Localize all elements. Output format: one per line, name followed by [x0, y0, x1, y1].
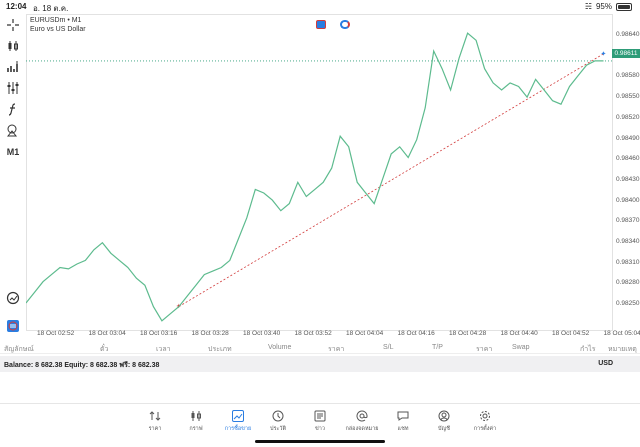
- y-tick-label: 0.98400: [616, 196, 640, 204]
- y-tick-label: 0.98580: [616, 72, 640, 80]
- status-date: อ. 18 ต.ค.: [33, 4, 69, 13]
- col-swap: Swap: [512, 344, 530, 351]
- market-depth-icon[interactable]: [340, 20, 350, 29]
- x-tick-label: 18 Oct 03:52: [294, 330, 332, 337]
- col-type: ประเภท: [208, 346, 232, 353]
- home-indicator: [255, 440, 385, 443]
- timeframe-m1-button[interactable]: M1: [6, 147, 20, 157]
- arrows-updown-icon: [149, 411, 161, 421]
- bottom-tab-bar: ราคา กราฟ การซื้อขาย ประวัติ ข่าว กล่องจ…: [0, 403, 640, 447]
- tab-label: แชท: [397, 426, 409, 432]
- tab-label: กล่องจดหมาย: [345, 426, 379, 432]
- col-ticket: ตั๋ว: [100, 346, 109, 353]
- status-bar: 12:04 อ. 18 ต.ค. ☵ 95%: [0, 0, 640, 14]
- y-tick-label: 0.98310: [616, 258, 640, 266]
- col-profit: กำไร: [580, 346, 596, 353]
- settings-sliders-icon[interactable]: [4, 79, 22, 97]
- y-tick-label: 0.98340: [616, 238, 640, 245]
- y-tick-label: 0.98430: [616, 175, 640, 183]
- x-tick-label: 18 Oct 03:16: [140, 330, 178, 337]
- battery-icon: [616, 2, 632, 11]
- x-tick-label: 18 Oct 02:52: [37, 330, 75, 337]
- tab-mailbox[interactable]: กล่องจดหมาย: [342, 410, 382, 433]
- trade-toggle-icon[interactable]: [4, 317, 22, 335]
- news-icon: [314, 410, 326, 422]
- y-tick-label: 0.98490: [616, 134, 640, 142]
- current-price-tag: 0.98611: [612, 49, 640, 58]
- x-tick-label: 18 Oct 04:28: [449, 330, 487, 337]
- tab-label: ราคา: [148, 426, 162, 432]
- chart-toolbar: M1: [0, 14, 26, 341]
- tab-history[interactable]: ประวัติ: [258, 410, 298, 433]
- candlestick-type-icon[interactable]: [4, 37, 22, 55]
- tab-label: บัญชี: [438, 426, 450, 432]
- y-tick-label: 0.98550: [616, 93, 640, 101]
- wifi-icon: ☵: [584, 2, 592, 11]
- history-icon: [272, 410, 284, 422]
- x-tick-label: 18 Oct 03:40: [243, 330, 281, 337]
- tab-settings[interactable]: การตั้งค่า: [465, 410, 505, 433]
- x-tick-label: 18 Oct 03:04: [88, 330, 126, 337]
- objects-icon[interactable]: [4, 121, 22, 139]
- plot-frame: [26, 14, 613, 331]
- tab-label: การซื้อขาย: [224, 426, 252, 432]
- function-icon[interactable]: [4, 100, 22, 118]
- balance-text: Balance: 8 682.38 Equity: 8 682.38 ฟรี: …: [4, 362, 160, 369]
- y-tick-label: 0.98460: [616, 155, 640, 163]
- col-time: เวลา: [156, 346, 171, 353]
- price-series-line: [26, 32, 604, 322]
- col-volume: Volume: [268, 344, 292, 351]
- chart-top-badges: [316, 20, 350, 29]
- symbol-info: EURUSDm • M1 Euro vs US Dollar: [30, 16, 86, 34]
- y-tick-label: 0.98250: [616, 300, 640, 308]
- symbol-description: Euro vs US Dollar: [30, 26, 86, 33]
- tab-label: กราฟ: [189, 426, 203, 432]
- tab-label: การตั้งค่า: [473, 426, 497, 432]
- status-time: 12:04: [6, 2, 27, 11]
- quick-trade-icon[interactable]: [316, 20, 326, 29]
- battery-percent: 95%: [595, 2, 612, 11]
- indicators-icon[interactable]: [4, 58, 22, 76]
- col-price: ราคา: [328, 346, 345, 353]
- tab-chart[interactable]: กราฟ: [176, 410, 216, 433]
- y-tick-label: 0.98520: [616, 113, 640, 121]
- price-chart[interactable]: ✦✦: [26, 14, 640, 341]
- col-symbol: สัญลักษณ์: [4, 346, 34, 353]
- account-icon: [438, 410, 450, 422]
- symbol-line: EURUSDm • M1: [30, 17, 82, 24]
- tab-label: ข่าว: [315, 426, 325, 432]
- status-right: ☵ 95%: [585, 2, 632, 11]
- trendline-0[interactable]: [178, 53, 604, 307]
- tab-account[interactable]: บัญชี: [424, 410, 464, 433]
- x-tick-label: 18 Oct 04:04: [346, 330, 384, 337]
- y-tick-label: 0.98280: [616, 279, 640, 287]
- mailbox-icon: [356, 410, 368, 422]
- candles-icon: [191, 411, 201, 421]
- col-current-price: ราคา: [476, 346, 493, 353]
- chat-icon: [397, 411, 409, 421]
- tab-trade[interactable]: การซื้อขาย: [218, 410, 258, 433]
- crosshair-icon[interactable]: [4, 16, 22, 34]
- tab-chat[interactable]: แชท: [383, 410, 423, 433]
- settings-icon: [480, 411, 490, 421]
- x-tick-label: 18 Oct 03:28: [191, 330, 229, 337]
- col-tp: T/P: [432, 344, 443, 351]
- tab-label: ประวัติ: [269, 426, 287, 432]
- col-comment: หมายเหตุ: [608, 346, 637, 353]
- balance-bar[interactable]: Balance: 8 682.38 Equity: 8 682.38 ฟรี: …: [0, 356, 640, 372]
- x-tick-label: 18 Oct 04:16: [397, 330, 435, 337]
- x-tick-label: 18 Oct 04:40: [500, 330, 538, 337]
- trendline-anchor-end[interactable]: ✦: [601, 50, 607, 58]
- balance-currency: USD: [598, 360, 613, 367]
- positions-table-header: สัญลักษณ์ ตั๋ว เวลา ประเภท Volume ราคา S…: [0, 342, 640, 354]
- tab-news[interactable]: ข่าว: [300, 410, 340, 433]
- x-tick-label: 18 Oct 04:52: [552, 330, 590, 337]
- trade-chart-icon: [232, 410, 244, 422]
- x-tick-label: 18 Oct 05:04: [603, 330, 640, 337]
- y-tick-label: 0.98370: [616, 217, 640, 225]
- one-click-trading-icon[interactable]: [4, 289, 22, 307]
- tab-quotes[interactable]: ราคา: [135, 410, 175, 433]
- col-sl: S/L: [383, 344, 394, 351]
- y-tick-label: 0.98640: [616, 31, 640, 38]
